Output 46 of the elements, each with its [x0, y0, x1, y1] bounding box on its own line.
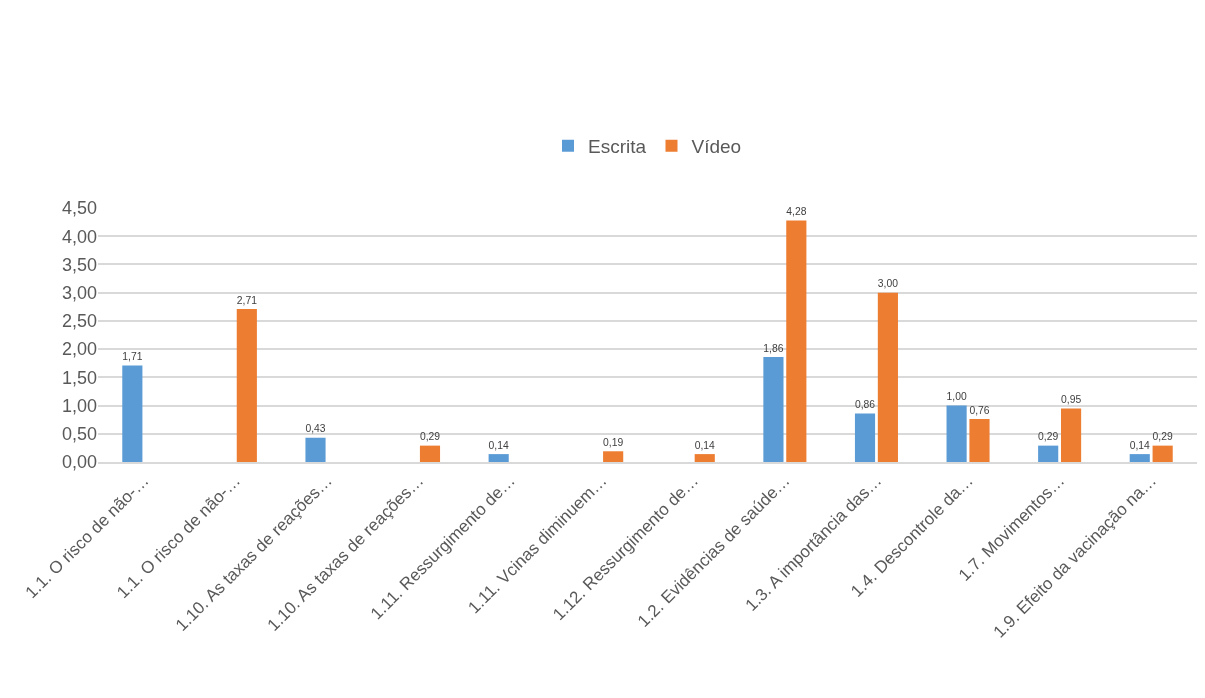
- y-tick-label: 4,00: [61, 226, 97, 247]
- data-label: 3,00: [877, 278, 899, 290]
- y-tick-label: 2,50: [61, 311, 97, 332]
- data-label: 0,29: [1152, 431, 1173, 443]
- y-tick-label: 0,00: [61, 452, 97, 473]
- data-label: 0,14: [1129, 439, 1151, 451]
- bar: [877, 292, 898, 462]
- bar: [305, 437, 326, 462]
- data-label: 4,28: [786, 205, 807, 217]
- bar: [488, 454, 509, 462]
- legend-label: Vídeo: [691, 136, 742, 158]
- bar: [969, 419, 990, 462]
- data-label: 0,43: [305, 423, 326, 435]
- data-label: 0,95: [1061, 393, 1082, 405]
- bar: [419, 445, 441, 462]
- data-label: 2,71: [236, 294, 258, 306]
- data-label: 0,14: [694, 439, 716, 451]
- legend-label: Escrita: [588, 136, 647, 158]
- data-label: 1,86: [763, 342, 784, 354]
- data-label: 0,29: [419, 431, 441, 443]
- y-tick-label: 3,50: [61, 254, 97, 275]
- y-tick-label: 1,00: [61, 395, 97, 416]
- data-label: 0,14: [488, 439, 509, 451]
- bar: [122, 365, 143, 462]
- bar: [946, 405, 967, 462]
- bar: [1061, 408, 1082, 462]
- data-label: 1,71: [122, 351, 143, 363]
- bar: [236, 309, 257, 462]
- bar: [1152, 445, 1173, 462]
- bar: [603, 451, 624, 462]
- data-label: 0,76: [969, 404, 990, 416]
- y-tick-label: 3,00: [61, 282, 97, 303]
- bar: [1038, 445, 1059, 462]
- bar: [694, 454, 715, 462]
- data-label: 1,00: [946, 391, 967, 403]
- bar: [763, 357, 784, 462]
- bar: [854, 413, 876, 462]
- data-label: 0,86: [854, 399, 876, 411]
- y-tick-label: 1,50: [61, 367, 97, 388]
- y-tick-label: 4,50: [61, 198, 97, 219]
- y-tick-label: 0,50: [61, 424, 97, 445]
- data-label: 0,19: [603, 436, 624, 448]
- y-tick-label: 2,00: [61, 339, 97, 360]
- bar: [786, 220, 807, 462]
- bar: [1129, 454, 1150, 462]
- data-label: 0,29: [1038, 431, 1059, 443]
